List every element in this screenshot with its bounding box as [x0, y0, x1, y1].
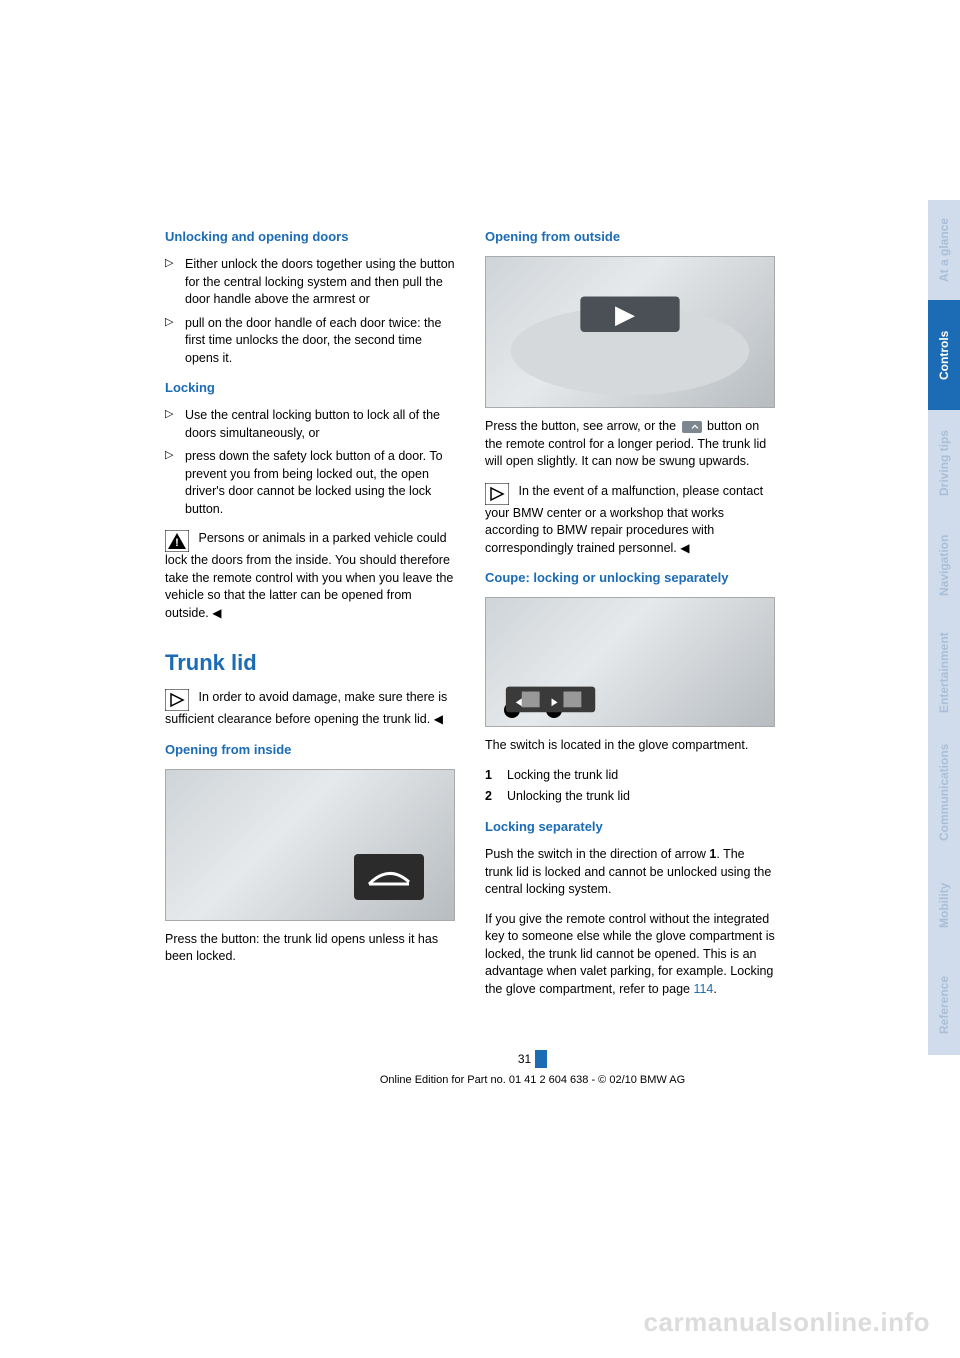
locking-list: Use the central locking button to lock a…	[165, 407, 455, 518]
right-column: Opening from outside Press the button, s…	[485, 228, 775, 1010]
list-item: 2 Unlocking the trunk lid	[485, 788, 775, 806]
page-link-114[interactable]: 114	[693, 982, 713, 996]
warning-icon: !	[165, 530, 189, 552]
list-item: Use the central locking button to lock a…	[165, 407, 455, 442]
page-number-bar	[535, 1050, 547, 1068]
left-column: Unlocking and opening doors Either unloc…	[165, 228, 455, 1010]
side-tab-entertainment[interactable]: Entertainment	[928, 615, 960, 730]
side-tab-communications[interactable]: Communications	[928, 730, 960, 855]
figure-opening-outside	[485, 256, 775, 408]
text-part: If you give the remote control without t…	[485, 912, 775, 996]
figure-glove-switch: 1 2	[485, 597, 775, 727]
figure-caption: Press the button: the trunk lid opens un…	[165, 931, 455, 966]
heading-locking-separately: Locking separately	[485, 818, 775, 836]
locking-sep-p1: Push the switch in the direction of arro…	[485, 846, 775, 899]
side-tab-mobility[interactable]: Mobility	[928, 855, 960, 955]
warning-text: Persons or animals in a parked vehicle c…	[165, 531, 453, 620]
svg-text:!: !	[175, 537, 179, 549]
page-number: 31	[518, 1052, 531, 1066]
side-tab-driving-tips[interactable]: Driving tips	[928, 410, 960, 515]
side-tab-controls[interactable]: Controls	[928, 300, 960, 410]
heading-trunk-lid: Trunk lid	[165, 648, 455, 679]
heading-locking: Locking	[165, 379, 455, 397]
note-text: In order to avoid damage, make sure ther…	[165, 690, 447, 726]
switch-legend: 1 Locking the trunk lid 2 Unlocking the tr…	[485, 767, 775, 806]
end-marker-icon: ◀	[434, 712, 443, 726]
watermark: carmanualsonline.info	[644, 1307, 930, 1338]
note-icon	[165, 689, 189, 711]
warning-paragraph: ! Persons or animals in a parked vehicle…	[165, 530, 455, 622]
item-number: 2	[485, 788, 492, 806]
list-item: 1 Locking the trunk lid	[485, 767, 775, 785]
footer-line: Online Edition for Part no. 01 41 2 604 …	[165, 1074, 900, 1086]
trunk-button-icon	[682, 421, 702, 433]
page-number-block: 31	[165, 1050, 900, 1068]
note-paragraph: In order to avoid damage, make sure ther…	[165, 689, 455, 729]
side-tab-navigation[interactable]: Navigation	[928, 515, 960, 615]
side-tab-at-a-glance[interactable]: At a glance	[928, 200, 960, 300]
item-text: Locking the trunk lid	[507, 768, 618, 782]
text-part: Press the button, see arrow, or the	[485, 419, 676, 433]
side-tabs: At a glanceControlsDriving tipsNavigatio…	[928, 200, 960, 1055]
item-text: Unlocking the trunk lid	[507, 789, 630, 803]
heading-opening-outside: Opening from outside	[485, 228, 775, 246]
locking-sep-p2: If you give the remote control without t…	[485, 911, 775, 999]
note-icon	[485, 483, 509, 505]
side-tab-reference[interactable]: Reference	[928, 955, 960, 1055]
text-part: .	[713, 982, 716, 996]
glove-caption: The switch is located in the glove compa…	[485, 737, 775, 755]
item-number: 1	[485, 767, 492, 785]
page-content: Unlocking and opening doors Either unloc…	[0, 0, 960, 1126]
malfunction-note: In the event of a malfunction, please co…	[485, 483, 775, 558]
list-item: pull on the door handle of each door twi…	[165, 315, 455, 368]
figure-opening-inside	[165, 769, 455, 921]
heading-coupe-locking: Coupe: locking or unlocking separately	[485, 569, 775, 587]
text-part: Push the switch in the direction of arro…	[485, 847, 709, 861]
opening-outside-text: Press the button, see arrow, or the butt…	[485, 418, 775, 471]
end-marker-icon: ◀	[212, 606, 221, 620]
heading-unlocking: Unlocking and opening doors	[165, 228, 455, 246]
heading-opening-inside: Opening from inside	[165, 741, 455, 759]
unlocking-list: Either unlock the doors together using t…	[165, 256, 455, 367]
two-column-layout: Unlocking and opening doors Either unloc…	[165, 228, 900, 1010]
end-marker-icon: ◀	[680, 541, 689, 555]
note-text: In the event of a malfunction, please co…	[485, 484, 763, 555]
list-item: Either unlock the doors together using t…	[165, 256, 455, 309]
list-item: press down the safety lock button of a d…	[165, 448, 455, 518]
